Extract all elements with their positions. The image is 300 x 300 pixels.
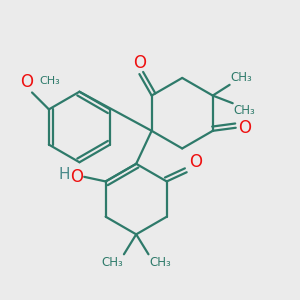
Text: O: O bbox=[21, 73, 34, 91]
Text: O: O bbox=[133, 54, 146, 72]
Text: O: O bbox=[238, 119, 251, 137]
Text: CH₃: CH₃ bbox=[101, 256, 123, 268]
Text: O: O bbox=[189, 153, 202, 171]
Text: O: O bbox=[70, 168, 83, 186]
Text: CH₃: CH₃ bbox=[230, 71, 252, 84]
Text: H: H bbox=[59, 167, 70, 182]
Text: CH₃: CH₃ bbox=[234, 104, 255, 117]
Text: CH₃: CH₃ bbox=[40, 76, 61, 86]
Text: CH₃: CH₃ bbox=[149, 256, 171, 268]
